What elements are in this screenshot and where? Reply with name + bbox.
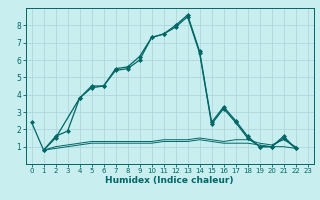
X-axis label: Humidex (Indice chaleur): Humidex (Indice chaleur) bbox=[105, 176, 234, 185]
